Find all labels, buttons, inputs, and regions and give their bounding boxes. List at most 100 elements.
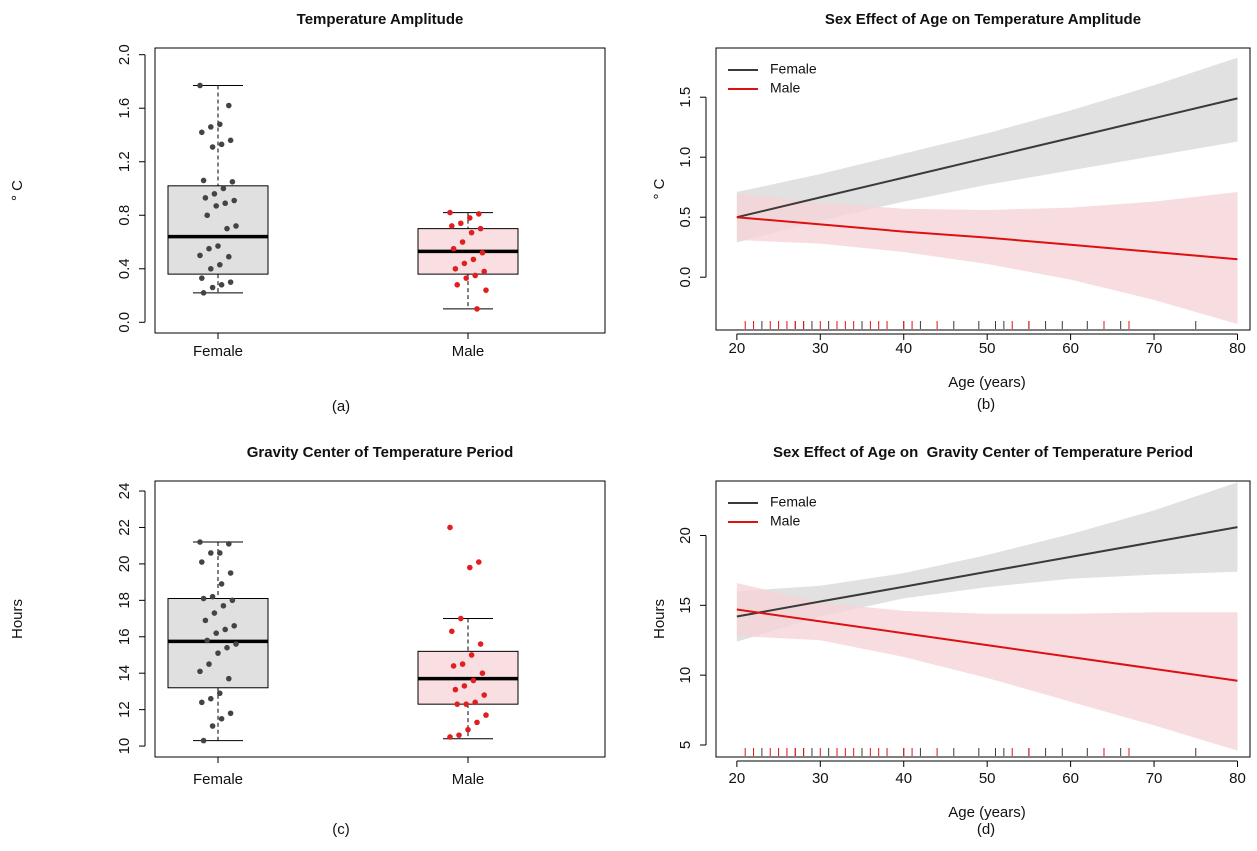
data-point xyxy=(231,197,237,204)
x-tick-label: 60 xyxy=(1062,340,1079,357)
caption: (b) xyxy=(977,396,995,413)
data-point xyxy=(227,570,234,576)
data-point xyxy=(200,290,207,296)
x-tick-label: 30 xyxy=(812,340,829,357)
data-point xyxy=(458,615,464,622)
x-tick-label: 50 xyxy=(979,770,996,787)
chart-title: Gravity Center of Temperature Period xyxy=(247,444,513,461)
y-tick-label: 22 xyxy=(116,519,133,536)
y-axis-label: ° C xyxy=(9,180,26,201)
y-tick-label: 24 xyxy=(116,483,133,500)
x-tick-label: 50 xyxy=(979,340,996,357)
data-point xyxy=(447,209,453,216)
data-point xyxy=(226,253,232,260)
data-point xyxy=(208,124,214,130)
data-point xyxy=(231,623,237,629)
data-point xyxy=(233,223,239,229)
box xyxy=(167,185,269,275)
data-point xyxy=(197,668,203,675)
y-tick-label: 0.8 xyxy=(116,205,133,226)
data-point xyxy=(224,225,230,232)
data-point xyxy=(461,260,468,267)
data-point xyxy=(215,243,221,249)
x-tick-label: Male xyxy=(452,343,485,360)
data-point xyxy=(208,550,214,556)
data-point xyxy=(459,661,466,667)
data-point xyxy=(209,144,216,150)
data-point xyxy=(227,279,234,285)
data-point xyxy=(454,701,461,707)
data-point xyxy=(467,215,473,221)
data-point xyxy=(452,265,459,272)
data-point xyxy=(233,641,239,647)
data-point xyxy=(220,602,227,609)
data-point xyxy=(217,690,223,697)
confidence-band xyxy=(736,192,1238,324)
data-point xyxy=(463,701,470,707)
confidence-band xyxy=(736,582,1238,751)
data-point xyxy=(479,249,486,256)
data-point xyxy=(458,220,464,227)
data-point xyxy=(463,275,470,281)
data-point xyxy=(459,239,466,245)
y-tick-label: 0.0 xyxy=(677,267,694,288)
data-point xyxy=(227,710,234,717)
data-point xyxy=(199,129,205,136)
data-point xyxy=(208,265,214,272)
data-point xyxy=(226,541,232,547)
data-point xyxy=(468,652,475,658)
data-point xyxy=(202,195,209,201)
y-tick-label: 12 xyxy=(116,701,133,718)
plot-frame xyxy=(715,480,1251,758)
y-tick-label: 1.0 xyxy=(677,147,694,168)
y-tick-label: 10 xyxy=(677,667,694,684)
y-tick-label: 2.0 xyxy=(116,44,133,65)
x-tick-label: Female xyxy=(193,343,243,360)
y-tick-label: 16 xyxy=(116,628,133,645)
data-point xyxy=(461,683,468,689)
data-point xyxy=(218,715,225,722)
data-point xyxy=(202,617,209,624)
plot-frame xyxy=(715,47,1251,331)
x-tick-label: 70 xyxy=(1146,770,1163,787)
data-point xyxy=(227,137,234,144)
data-point xyxy=(229,597,236,604)
y-tick-label: 14 xyxy=(116,665,133,682)
data-point xyxy=(197,252,203,259)
x-tick-label: 60 xyxy=(1062,770,1079,787)
fit-line xyxy=(736,216,1238,261)
data-point xyxy=(200,737,207,744)
data-point xyxy=(197,82,203,89)
data-point xyxy=(204,637,210,644)
x-tick-label: 40 xyxy=(895,340,912,357)
data-point xyxy=(472,272,479,279)
legend-label: Female xyxy=(770,494,817,510)
data-point xyxy=(476,211,482,217)
data-point xyxy=(200,177,207,184)
x-tick-label: 40 xyxy=(895,770,912,787)
data-point xyxy=(220,185,227,192)
data-point xyxy=(447,734,453,740)
legend-label: Female xyxy=(770,61,817,77)
chart-title: Temperature Amplitude xyxy=(297,11,464,28)
fit-line xyxy=(736,97,1238,219)
data-point xyxy=(218,282,225,288)
confidence-band xyxy=(736,482,1238,642)
data-point xyxy=(211,610,218,616)
x-tick-label: 70 xyxy=(1146,340,1163,357)
data-point xyxy=(222,626,228,633)
data-point xyxy=(213,630,219,636)
data-point xyxy=(483,287,489,293)
data-point xyxy=(222,200,228,207)
confidence-band xyxy=(736,57,1238,243)
legend-label: Male xyxy=(770,513,801,529)
data-point xyxy=(197,539,203,545)
data-point xyxy=(206,245,212,252)
plot-frame xyxy=(154,47,606,334)
data-point xyxy=(218,581,225,587)
data-point xyxy=(226,675,232,682)
data-point xyxy=(217,550,223,556)
data-point xyxy=(474,719,480,726)
data-point xyxy=(206,661,212,667)
data-point xyxy=(468,229,475,236)
